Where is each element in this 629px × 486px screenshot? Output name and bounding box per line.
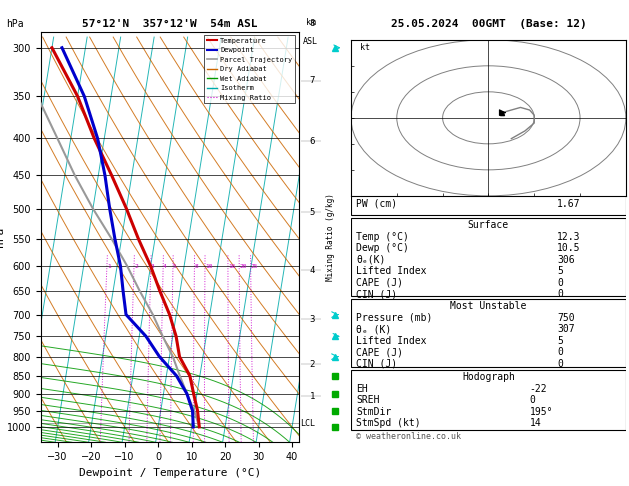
Text: 5: 5: [173, 263, 177, 269]
Text: 8: 8: [309, 19, 314, 28]
Text: 195°: 195°: [530, 407, 553, 417]
Text: StmDir: StmDir: [357, 407, 392, 417]
Text: 0: 0: [557, 289, 563, 299]
Text: 307: 307: [557, 324, 575, 334]
Text: ASL: ASL: [303, 37, 318, 46]
Text: CAPE (J): CAPE (J): [357, 347, 403, 357]
Text: 6: 6: [309, 137, 314, 146]
Text: 5: 5: [309, 208, 314, 217]
Text: K: K: [357, 176, 362, 186]
Text: kt: kt: [360, 43, 370, 52]
Text: 4: 4: [163, 263, 167, 269]
Bar: [351, 218, 626, 296]
Text: Surface: Surface: [468, 220, 509, 230]
Text: PW (cm): PW (cm): [357, 199, 398, 208]
Text: 750: 750: [557, 313, 575, 323]
Text: 4: 4: [309, 266, 314, 275]
Text: CIN (J): CIN (J): [357, 289, 398, 299]
Text: θₑ (K): θₑ (K): [357, 324, 392, 334]
Text: 1: 1: [309, 392, 314, 400]
Text: -22: -22: [530, 384, 547, 394]
Text: 0: 0: [557, 347, 563, 357]
Text: 16: 16: [228, 263, 235, 269]
Text: 5: 5: [557, 336, 563, 346]
Bar: [351, 174, 626, 215]
Bar: [351, 299, 626, 367]
Y-axis label: hPa: hPa: [0, 227, 5, 247]
Text: Lifted Index: Lifted Index: [357, 266, 427, 276]
Text: 0: 0: [557, 278, 563, 288]
Text: 1: 1: [107, 263, 111, 269]
Text: 25.05.2024  00GMT  (Base: 12): 25.05.2024 00GMT (Base: 12): [391, 19, 586, 29]
Text: 7: 7: [309, 76, 314, 85]
Text: θₑ(K): θₑ(K): [357, 255, 386, 264]
Text: 5: 5: [557, 266, 563, 276]
Text: 2: 2: [134, 263, 138, 269]
Text: 46: 46: [557, 187, 569, 197]
Text: Lifted Index: Lifted Index: [357, 336, 427, 346]
Text: 14: 14: [530, 418, 542, 429]
Text: SREH: SREH: [357, 396, 380, 405]
Text: © weatheronline.co.uk: © weatheronline.co.uk: [357, 432, 462, 441]
Text: 20: 20: [239, 263, 247, 269]
Text: EH: EH: [357, 384, 368, 394]
Text: 0: 0: [557, 359, 563, 369]
Text: CIN (J): CIN (J): [357, 359, 398, 369]
Text: Hodograph: Hodograph: [462, 372, 515, 382]
Text: StmSpd (kt): StmSpd (kt): [357, 418, 421, 429]
X-axis label: Dewpoint / Temperature (°C): Dewpoint / Temperature (°C): [79, 468, 261, 478]
Text: Pressure (mb): Pressure (mb): [357, 313, 433, 323]
Text: CAPE (J): CAPE (J): [357, 278, 403, 288]
Text: 3: 3: [151, 263, 155, 269]
Text: 3: 3: [309, 314, 314, 324]
Text: 10: 10: [205, 263, 213, 269]
Text: Temp (°C): Temp (°C): [357, 232, 409, 242]
Text: 8: 8: [194, 263, 198, 269]
Text: km: km: [306, 18, 316, 28]
Text: Totals Totals: Totals Totals: [357, 187, 433, 197]
Text: 25: 25: [251, 263, 258, 269]
Text: 10.5: 10.5: [557, 243, 581, 253]
Text: 0: 0: [530, 396, 535, 405]
Text: 12.3: 12.3: [557, 232, 581, 242]
Text: Dewp (°C): Dewp (°C): [357, 243, 409, 253]
Text: Mixing Ratio (g/kg): Mixing Ratio (g/kg): [326, 193, 335, 281]
Legend: Temperature, Dewpoint, Parcel Trajectory, Dry Adiabat, Wet Adiabat, Isotherm, Mi: Temperature, Dewpoint, Parcel Trajectory…: [204, 35, 295, 104]
Text: 57°12'N  357°12'W  54m ASL: 57°12'N 357°12'W 54m ASL: [82, 19, 258, 29]
Text: 10: 10: [557, 176, 569, 186]
Bar: [351, 370, 626, 430]
Text: 306: 306: [557, 255, 575, 264]
Text: 2: 2: [309, 360, 314, 369]
Text: 1.67: 1.67: [557, 199, 581, 208]
Text: hPa: hPa: [6, 19, 24, 29]
Text: Most Unstable: Most Unstable: [450, 301, 526, 312]
Text: LCL: LCL: [300, 418, 314, 428]
